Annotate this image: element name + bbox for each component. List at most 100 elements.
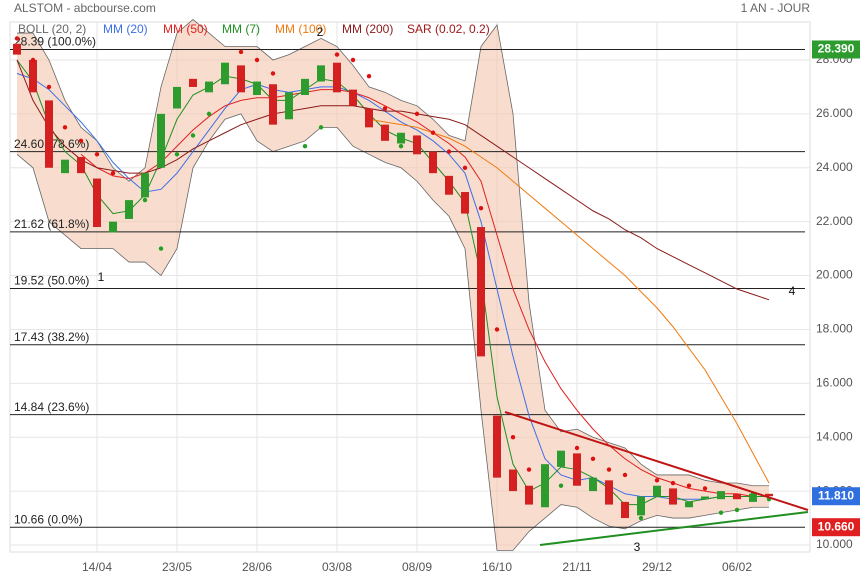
price-badge — [812, 518, 860, 537]
candle — [157, 113, 165, 168]
legend-entry: MM (20) — [103, 22, 148, 36]
candle — [285, 92, 293, 120]
sar-dot — [638, 515, 644, 521]
legend-entry: MM (100) — [275, 22, 326, 36]
sar-dot — [142, 197, 148, 203]
sar-dot — [14, 36, 20, 41]
moving-average — [80, 89, 769, 497]
bollinger-upper — [17, 19, 769, 487]
sar-dot — [510, 435, 516, 440]
sar-dot — [94, 152, 100, 157]
candle — [141, 173, 149, 198]
price-badge — [812, 487, 860, 506]
x-tick-label: 06/02 — [722, 560, 752, 574]
candle — [349, 89, 357, 106]
x-tick-label: 08/09 — [402, 560, 432, 574]
candle — [541, 464, 549, 508]
sar-dot — [622, 472, 628, 478]
annotation: 4 — [789, 284, 796, 298]
candle — [701, 496, 709, 500]
sar-dot — [526, 467, 532, 472]
sar-dot — [574, 445, 580, 451]
price-badge-label: 28.390 — [818, 42, 855, 56]
sar-dot — [126, 205, 132, 211]
candle — [397, 132, 405, 144]
sar-dot — [30, 57, 36, 63]
sar-dot — [686, 483, 692, 488]
candle — [477, 227, 485, 357]
y-tick-label: 16.000 — [816, 375, 853, 389]
sar-dot — [270, 71, 276, 76]
sar-dot — [494, 327, 500, 332]
sar-dot — [158, 246, 164, 251]
sar-dot — [110, 170, 116, 176]
candle — [525, 485, 533, 505]
candle — [109, 221, 117, 233]
candle — [749, 493, 757, 502]
candle — [461, 192, 469, 214]
legend-entry: MM (200) — [342, 22, 393, 36]
annotation: 2 — [317, 25, 324, 39]
trend-line — [504, 411, 809, 511]
candle — [173, 86, 181, 109]
fibonacci-label: 28.39 (100.0%) — [14, 35, 96, 49]
price-badge — [812, 40, 860, 59]
candle — [61, 159, 69, 174]
candle — [301, 78, 309, 96]
sar-dot — [286, 111, 292, 117]
x-tick-label: 28/06 — [242, 560, 272, 574]
sar-dot — [206, 111, 212, 117]
sar-dot — [302, 144, 308, 149]
sar-dot — [174, 152, 180, 157]
sar-dot — [318, 125, 324, 130]
x-tick-label: 14/04 — [82, 560, 112, 574]
x-tick-label: 03/08 — [322, 560, 352, 574]
candle — [29, 59, 37, 93]
fibonacci-label: 21.62 (61.8%) — [14, 217, 89, 231]
candle — [637, 496, 645, 516]
sar-dot — [238, 49, 244, 55]
legend-entry: MM (7) — [222, 22, 260, 36]
bollinger-lower — [16, 113, 769, 551]
y-tick-label: 18.000 — [816, 322, 853, 336]
candle — [621, 501, 629, 519]
fibonacci-label: 19.52 (50.0%) — [14, 274, 89, 288]
sar-dot — [334, 52, 340, 57]
sar-dot — [382, 106, 388, 111]
candle — [237, 65, 245, 93]
sar-dot — [46, 84, 52, 90]
annotation: 3 — [634, 540, 641, 554]
y-tick-label: 24.000 — [816, 160, 853, 174]
sar-dot — [462, 165, 468, 170]
sar-dot — [78, 138, 84, 144]
legend-entry: SAR (0.02, 0.2) — [407, 22, 490, 36]
candle — [333, 62, 341, 93]
candle — [13, 43, 21, 55]
candle — [189, 78, 197, 87]
sar-dot — [718, 510, 724, 515]
candle — [717, 491, 725, 500]
y-tick-label: 26.000 — [816, 106, 853, 120]
sar-dot — [222, 63, 228, 68]
candle — [93, 178, 101, 228]
candle — [493, 415, 501, 478]
candle — [253, 81, 261, 96]
sar-dot — [350, 57, 356, 63]
chart-title: ALSTOM - abcbourse.com — [14, 1, 156, 15]
candle — [221, 62, 229, 85]
candle — [205, 81, 213, 93]
fibonacci-label: 17.43 (38.2%) — [14, 330, 89, 344]
y-tick-label: 10.000 — [816, 537, 853, 551]
sar-dot — [398, 144, 404, 149]
sar-dot — [254, 57, 260, 63]
candle — [269, 84, 277, 125]
candle — [765, 493, 773, 497]
candle — [365, 108, 373, 128]
candle — [413, 135, 421, 155]
y-tick-label: 22.000 — [816, 214, 853, 228]
sar-dot — [62, 125, 68, 130]
x-tick-label: 29/12 — [642, 560, 672, 574]
sar-dot — [542, 494, 548, 499]
trend-line — [539, 511, 809, 546]
